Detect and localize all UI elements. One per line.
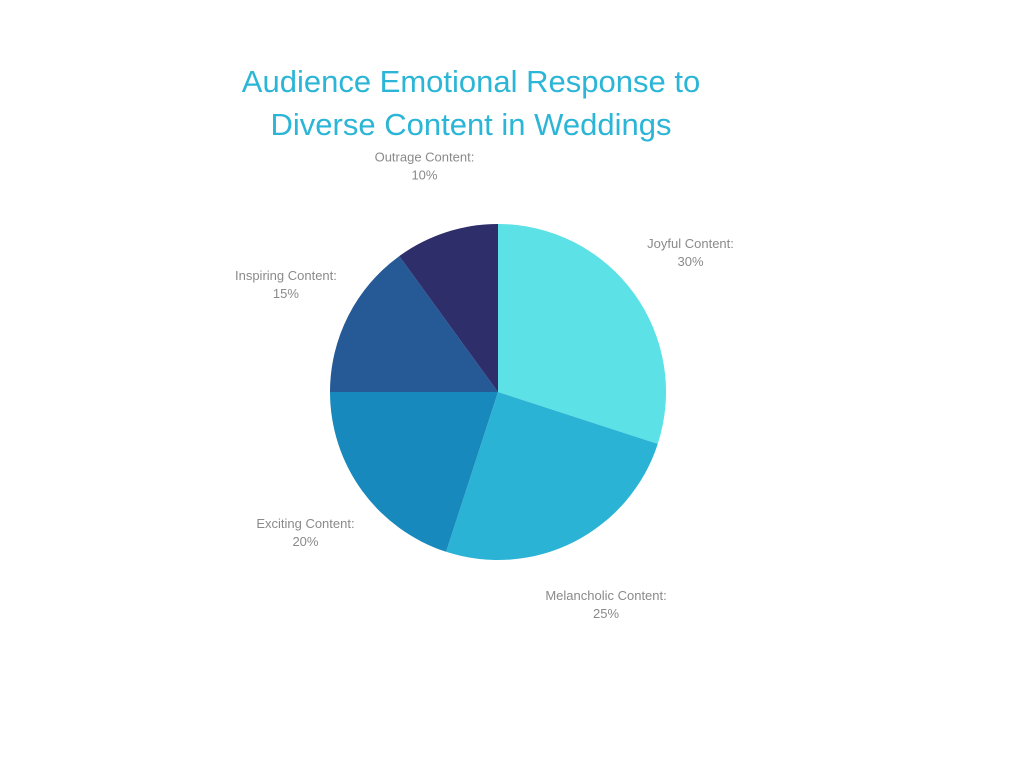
slice-label: Exciting Content: 20% xyxy=(256,516,354,549)
slice-label-name: Outrage Content: xyxy=(375,150,475,165)
chart-title-line-2: Diverse Content in Weddings xyxy=(270,107,672,142)
slice-label-value: 20% xyxy=(292,534,318,549)
slice-label-value: 25% xyxy=(593,606,619,621)
pie-slice-joyful-content xyxy=(498,224,666,444)
chart-title-line-1: Audience Emotional Response to xyxy=(241,64,701,99)
slice-label-name: Melancholic Content: xyxy=(545,588,666,603)
pie-slice-inspiring-content xyxy=(330,256,498,392)
pie-slice-outrage-content xyxy=(399,224,498,392)
pie-slice-melancholic-content xyxy=(446,392,658,560)
slice-label-name: Inspiring Content: xyxy=(235,268,337,283)
slice-label-value: 10% xyxy=(411,168,437,183)
slice-label-name: Joyful Content: xyxy=(647,236,734,251)
slice-label: Joyful Content: 30% xyxy=(647,236,734,269)
pie-slice-exciting-content xyxy=(330,392,498,552)
chart-title: Audience Emotional Response to Diverse C… xyxy=(171,60,771,146)
slice-label-value: 15% xyxy=(273,286,299,301)
slice-label-value: 30% xyxy=(678,254,704,269)
slice-label: Inspiring Content: 15% xyxy=(235,268,337,301)
slice-label-name: Exciting Content: xyxy=(256,516,354,531)
slice-label: Outrage Content: 10% xyxy=(375,150,475,183)
slice-label: Melancholic Content: 25% xyxy=(545,588,666,621)
